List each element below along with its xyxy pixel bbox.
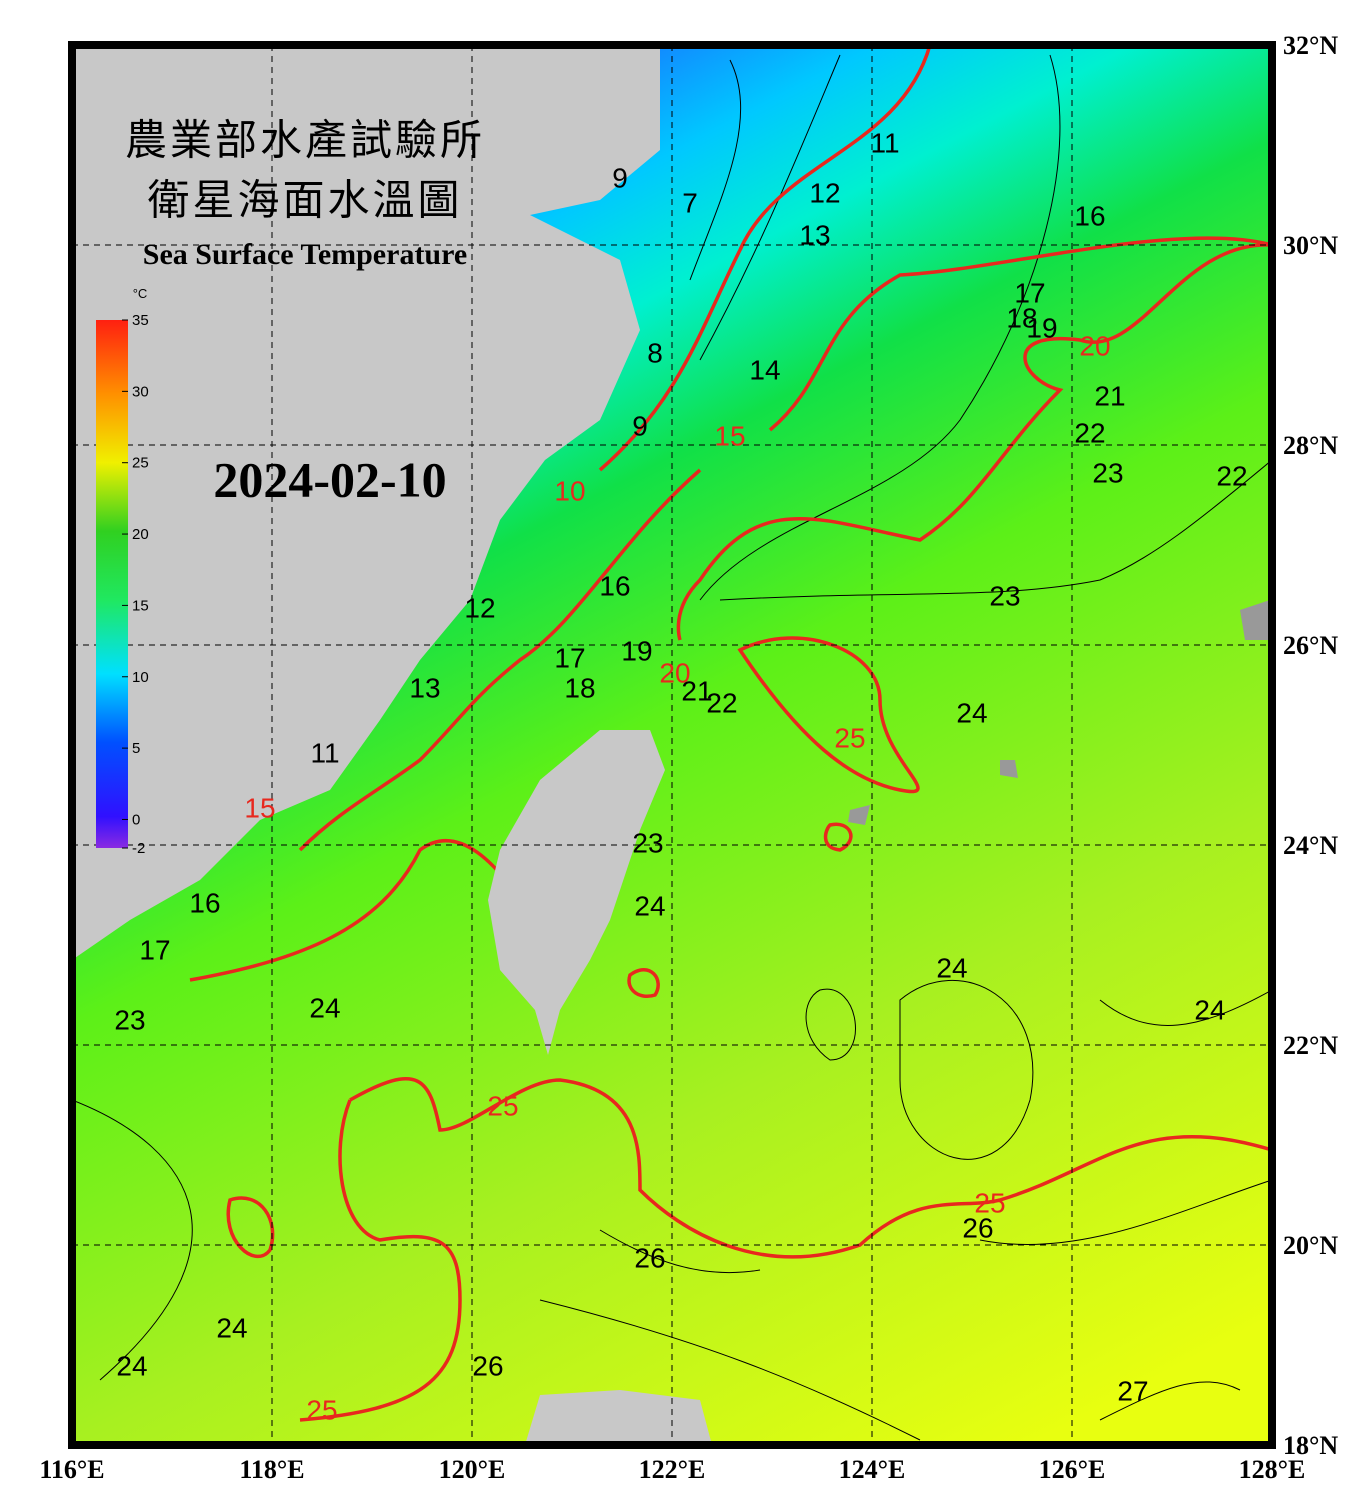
contour-label: 17: [139, 934, 170, 965]
lon-label: 128°E: [1239, 1455, 1306, 1484]
contour-label: 23: [632, 827, 663, 858]
contour-label: 16: [189, 887, 220, 918]
contour-label: 15: [244, 792, 275, 823]
colorbar-tick-label: 15: [132, 597, 149, 614]
graticule: [72, 45, 1272, 1445]
contour-label: 17: [554, 642, 585, 673]
lat-label: 30°N: [1283, 231, 1338, 260]
lon-label: 118°E: [239, 1455, 304, 1484]
contour-label: 12: [809, 177, 840, 208]
lat-label: 32°N: [1283, 31, 1338, 60]
contour-label: 9: [612, 162, 628, 193]
contour-label: 24: [116, 1350, 147, 1381]
contour-label: 16: [599, 570, 630, 601]
contour-label: 7: [682, 187, 698, 218]
lat-label: 22°N: [1283, 1031, 1338, 1060]
title-en: Sea Surface Temperature: [143, 238, 467, 271]
contour-label: 17: [1014, 277, 1045, 308]
contour-label: 26: [472, 1350, 503, 1381]
lat-label: 18°N: [1283, 1431, 1338, 1460]
contour-label: 26: [962, 1212, 993, 1243]
lon-label: 116°E: [39, 1455, 104, 1484]
title-zh-1: 農業部水產試驗所: [125, 118, 485, 165]
contour-label: 21: [1094, 380, 1125, 411]
isotherms: [72, 54, 1272, 1441]
contour-label: 24: [956, 697, 987, 728]
colorbar-tick-label: 30: [132, 383, 149, 400]
contour-label: 27: [1117, 1375, 1148, 1406]
contour-label: 24: [309, 992, 340, 1023]
contour-label: 11: [870, 127, 899, 158]
contour-label: 23: [1092, 457, 1123, 488]
lat-label: 24°N: [1283, 831, 1338, 860]
contour-label: 8: [647, 337, 663, 368]
date: 2024-02-10: [213, 451, 446, 507]
contour-label: 23: [114, 1004, 145, 1035]
colorbar-tick-label: 10: [132, 669, 149, 686]
contour-label: 24: [936, 952, 967, 983]
colorbar-tick-label: 5: [132, 740, 140, 757]
contour-label: 19: [1026, 312, 1057, 343]
contour-label: 20: [659, 657, 690, 688]
contour-label: 11: [310, 737, 339, 768]
contour-label: 22: [1074, 417, 1105, 448]
colorbar-unit: °C: [133, 286, 148, 301]
contour-label: 13: [409, 672, 440, 703]
title-zh-2: 衛星海面水溫圖: [147, 179, 462, 225]
contour-label: 19: [621, 635, 652, 666]
contour-label: 23: [989, 580, 1020, 611]
map-frame: [68, 41, 1276, 1449]
contour-label: 24: [216, 1312, 247, 1343]
contour-label: 12: [464, 592, 495, 623]
contour-label: 25: [306, 1394, 337, 1425]
colorbar-tick-label: 0: [132, 811, 140, 828]
contour-label: 13: [799, 219, 830, 250]
contour-label: 9: [632, 410, 648, 441]
mainland: [72, 45, 660, 960]
contour-label: 24: [1194, 994, 1225, 1025]
contour-label: 18: [564, 672, 595, 703]
contour-label: 18: [1006, 302, 1037, 333]
colorbar-tick-label: -2: [132, 840, 145, 857]
lon-label: 124°E: [839, 1455, 906, 1484]
contour-label: 10: [554, 475, 585, 506]
colorbar-ticks: -2 0 5 10 15 20 25 30 35: [122, 312, 149, 857]
colorbar-tick-label: 25: [132, 455, 149, 472]
lon-label: 120°E: [439, 1455, 506, 1484]
contour-label: 22: [1216, 460, 1247, 491]
axis-labels: 116°E 118°E 120°E 122°E 124°E 126°E 128°E18°N 2…: [39, 31, 1338, 1484]
colorbar-tick-label: 35: [132, 312, 149, 329]
colorbar-tick-label: 20: [132, 526, 149, 543]
colorbar: [96, 320, 128, 848]
contour-label: 20: [1079, 330, 1110, 361]
contour-label: 16: [1074, 200, 1105, 231]
lon-label: 126°E: [1039, 1455, 1106, 1484]
taiwan: [488, 730, 665, 1055]
lat-label: 20°N: [1283, 1231, 1338, 1260]
contour-label: 25: [834, 722, 865, 753]
contour-label: 14: [749, 354, 780, 385]
contour-label: 25: [487, 1090, 518, 1121]
contour-label: 22: [706, 687, 737, 718]
contour-label: 26: [634, 1242, 665, 1273]
contour-label: 24: [634, 890, 665, 921]
lat-label: 28°N: [1283, 431, 1338, 460]
lon-label: 122°E: [639, 1455, 706, 1484]
luzon: [525, 1390, 712, 1445]
contour-label: 21: [681, 675, 712, 706]
major-isotherms: [189, 45, 1272, 1422]
contour-label: 25: [974, 1187, 1005, 1218]
lat-label: 26°N: [1283, 631, 1338, 660]
contour-label: 15: [714, 420, 745, 451]
